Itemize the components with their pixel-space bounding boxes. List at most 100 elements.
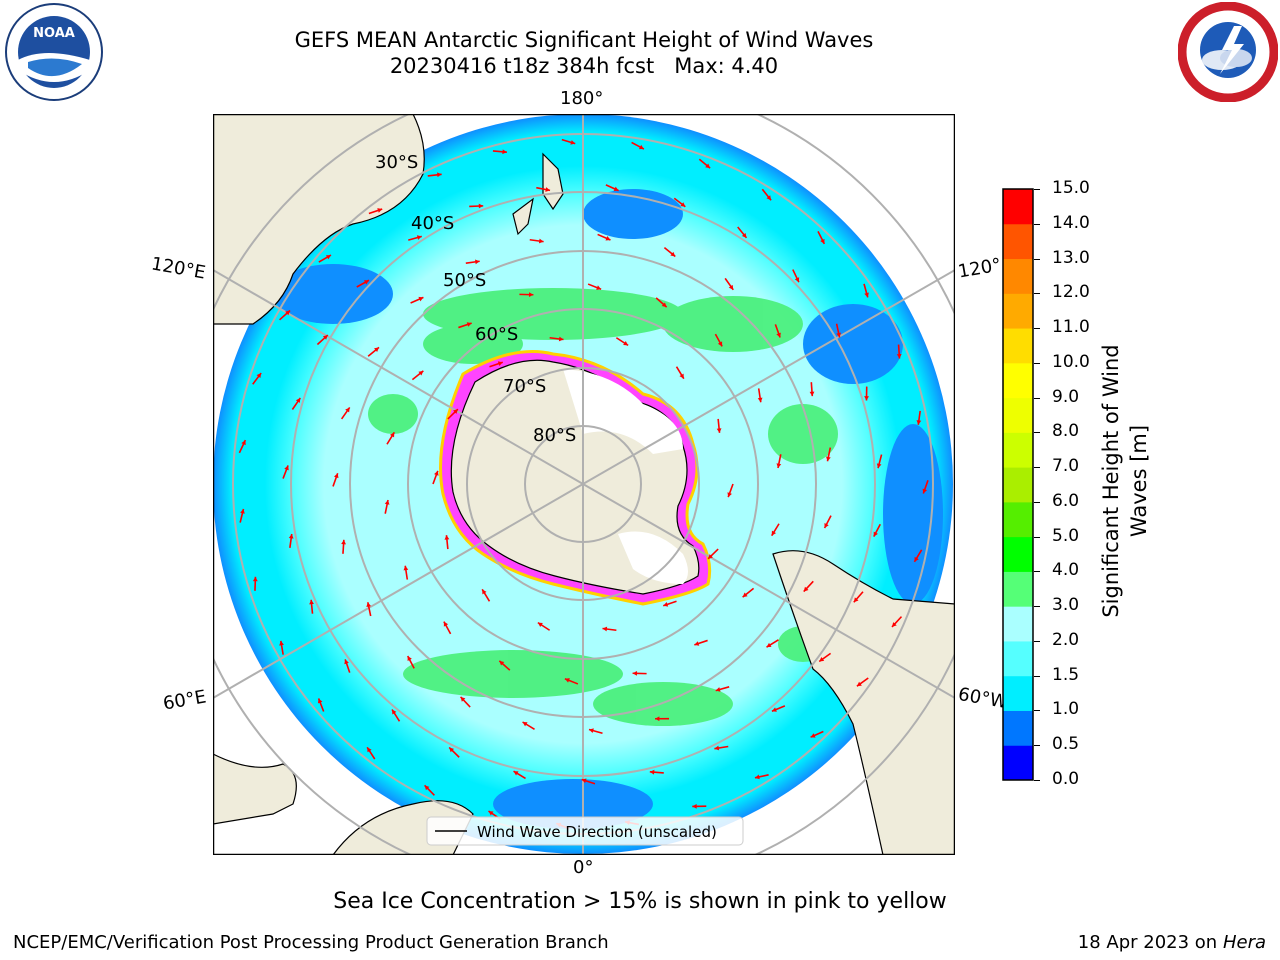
svg-text:NOAA: NOAA	[33, 26, 75, 41]
colorbar-segment	[1003, 432, 1033, 468]
colorbar-segment	[1003, 397, 1033, 433]
wave-arrow-head	[638, 144, 644, 150]
wave-arrow-head	[488, 811, 494, 816]
wave-arrow-head	[708, 554, 713, 559]
wave-arrow-head	[819, 657, 825, 662]
wave-arrow-head	[466, 322, 472, 327]
wave-arrow-head	[538, 238, 544, 244]
wave-arrow-head	[284, 465, 289, 471]
colorbar-tick-mark	[1034, 780, 1040, 781]
wave-arrow-head	[623, 340, 629, 346]
wave-arrow-head	[443, 621, 449, 627]
wave-arrow-head	[715, 687, 721, 692]
wave-arrow-head	[655, 716, 660, 722]
colorbar-tick-label: 7.0	[1052, 456, 1080, 477]
colorbar-tick-mark	[1034, 501, 1040, 503]
wave-arrow-head	[692, 803, 697, 809]
colorbar-segment	[1003, 710, 1033, 746]
wave-arrow-head	[876, 463, 882, 469]
colorbar-segment	[1003, 362, 1033, 399]
wave-arrow-head	[754, 774, 760, 780]
wave-arrow-head	[341, 539, 346, 545]
wave-arrow-head	[482, 589, 487, 595]
colorbar-tick-mark	[1034, 571, 1040, 573]
wave-arrow-head	[295, 397, 301, 403]
colorbar-segment	[1003, 189, 1033, 225]
wave-arrow-head	[418, 296, 424, 302]
wave-arrow-head	[502, 149, 507, 155]
wave-arrow-head	[820, 238, 825, 244]
wave-arrow-head	[776, 463, 782, 469]
wave-arrow-head	[564, 678, 570, 683]
wave-arrow-head	[661, 302, 667, 308]
lat-label-40s: 40°S	[411, 213, 454, 234]
wave-arrow-head	[449, 747, 454, 753]
wave-arrow-head	[728, 284, 734, 290]
wave-arrow-head	[389, 432, 395, 438]
wave-arrow-head	[771, 707, 777, 712]
wave-arrow-head	[377, 208, 383, 213]
polar-map: 30°S 40°S 50°S 60°S 70°S 80°S Wind Wave …	[213, 114, 955, 855]
wave-arrow-head	[367, 747, 372, 753]
map-frame	[213, 114, 955, 855]
wave-arrow-head	[679, 373, 684, 379]
wave-arrow-head	[363, 280, 369, 285]
wave-arrow-head	[864, 396, 869, 401]
wave-arrow-head	[853, 597, 859, 603]
wave-arrow-head	[742, 592, 748, 598]
lon-label-120w: 120°	[956, 254, 1003, 283]
wave-arrow-head	[916, 420, 922, 425]
wave-arrow-head	[602, 626, 608, 632]
wind-wave-legend: Wind Wave Direction (unscaled)	[426, 816, 744, 846]
wave-arrow-head	[705, 163, 711, 169]
wave-arrow-head	[809, 391, 815, 397]
colorbar-segment	[1003, 467, 1033, 503]
wave-arrow-head	[873, 531, 878, 537]
wave-arrow-head	[424, 785, 430, 791]
wave-arrow-head	[418, 370, 424, 376]
wave-arrow-head	[240, 508, 245, 514]
colorbar-tick-label: 0.5	[1052, 734, 1080, 755]
wave-arrow-head	[714, 745, 720, 751]
colorbar-tick-label: 1.0	[1052, 699, 1080, 720]
wave-arrow-head	[757, 397, 763, 403]
lon-label-0: 0°	[573, 857, 594, 878]
colorbar-tick-label: 6.0	[1052, 490, 1080, 511]
wave-arrow-head	[499, 660, 505, 666]
wave-arrow-head	[589, 728, 594, 733]
wave-arrow-head	[856, 681, 862, 687]
colorbar-segment	[1003, 640, 1033, 677]
colorbar-tick-label: 8.0	[1052, 421, 1080, 442]
colorbar-tick-mark	[1034, 675, 1040, 677]
lat-label-70s: 70°S	[503, 376, 546, 397]
lat-label-80s: 80°S	[533, 425, 576, 446]
wave-arrow-head	[632, 670, 638, 676]
new-zealand-land	[542, 152, 564, 211]
wave-arrow-head	[663, 602, 669, 607]
colorbar-segment	[1003, 675, 1033, 711]
wave-arrow-head	[460, 696, 466, 702]
wave-arrow-head	[649, 769, 655, 775]
wave-arrow-head	[680, 202, 686, 207]
wave-arrow-head	[824, 523, 829, 529]
wave-arrow-head	[896, 353, 902, 359]
wave-arrow-head	[605, 236, 611, 241]
colorbar-tick-mark	[1034, 640, 1040, 642]
colorbar-tick-mark	[1034, 467, 1040, 469]
wave-arrow-head	[794, 277, 800, 283]
colorbar-tick-mark	[1034, 293, 1040, 295]
wave-arrow-head	[437, 172, 442, 178]
wave-arrow-head	[570, 140, 576, 145]
colorbar-segment	[1003, 745, 1033, 781]
wave-arrow-head	[670, 251, 676, 257]
colorbar	[1002, 188, 1034, 781]
wave-arrow-head	[581, 778, 587, 784]
colorbar-tick-label: 13.0	[1052, 247, 1090, 268]
wave-arrow-head	[891, 622, 897, 627]
credit-right: 18 Apr 2023 on Hera	[1077, 932, 1266, 953]
colorbar-tick-mark	[1034, 710, 1040, 712]
wave-arrow-head	[694, 641, 700, 646]
australia-land	[213, 114, 425, 325]
colorbar-segment	[1003, 536, 1033, 572]
wave-arrow-head	[434, 470, 439, 476]
